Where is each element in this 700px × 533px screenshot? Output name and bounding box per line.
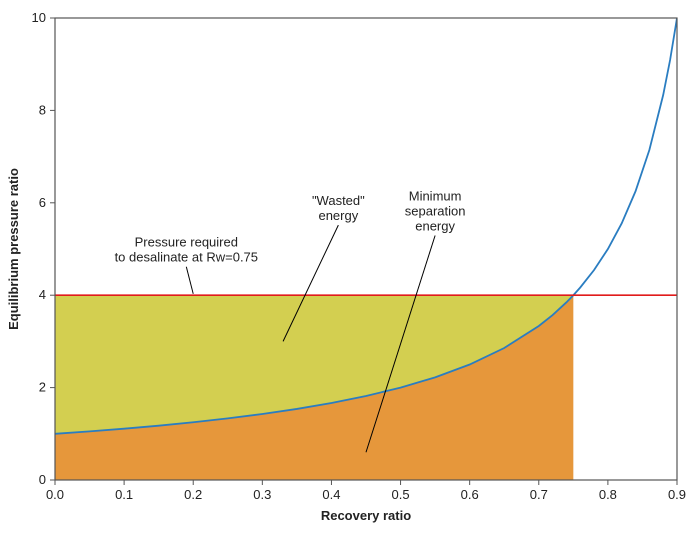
y-axis-label: Equilibrium pressure ratio: [6, 168, 21, 330]
x-tick-label: 0.8: [599, 487, 617, 502]
annot-wasted-energy-line: energy: [318, 208, 358, 223]
x-tick-label: 0.2: [184, 487, 202, 502]
x-tick-label: 0.1: [115, 487, 133, 502]
x-axis-label: Recovery ratio: [321, 508, 411, 523]
y-tick-label: 6: [39, 195, 46, 210]
y-tick-label: 2: [39, 380, 46, 395]
x-tick-label: 0.5: [392, 487, 410, 502]
x-tick-label: 0.4: [322, 487, 340, 502]
x-tick-label: 0.9: [668, 487, 686, 502]
annot-pressure-required-line: to desalinate at Rw=0.75: [115, 250, 258, 265]
x-tick-label: 0.7: [530, 487, 548, 502]
x-tick-label: 0.6: [461, 487, 479, 502]
annot-wasted-energy-line: "Wasted": [312, 193, 365, 208]
y-tick-label: 8: [39, 102, 46, 117]
annot-pressure-required-line: Pressure required: [135, 235, 238, 250]
y-tick-label: 0: [39, 472, 46, 487]
annot-min-separation-line: separation: [405, 203, 466, 218]
annot-min-separation-line: energy: [415, 218, 455, 233]
annot-min-separation-line: Minimum: [409, 188, 462, 203]
x-tick-label: 0.0: [46, 487, 64, 502]
x-tick-label: 0.3: [253, 487, 271, 502]
y-tick-label: 4: [39, 287, 46, 302]
y-tick-label: 10: [32, 10, 46, 25]
